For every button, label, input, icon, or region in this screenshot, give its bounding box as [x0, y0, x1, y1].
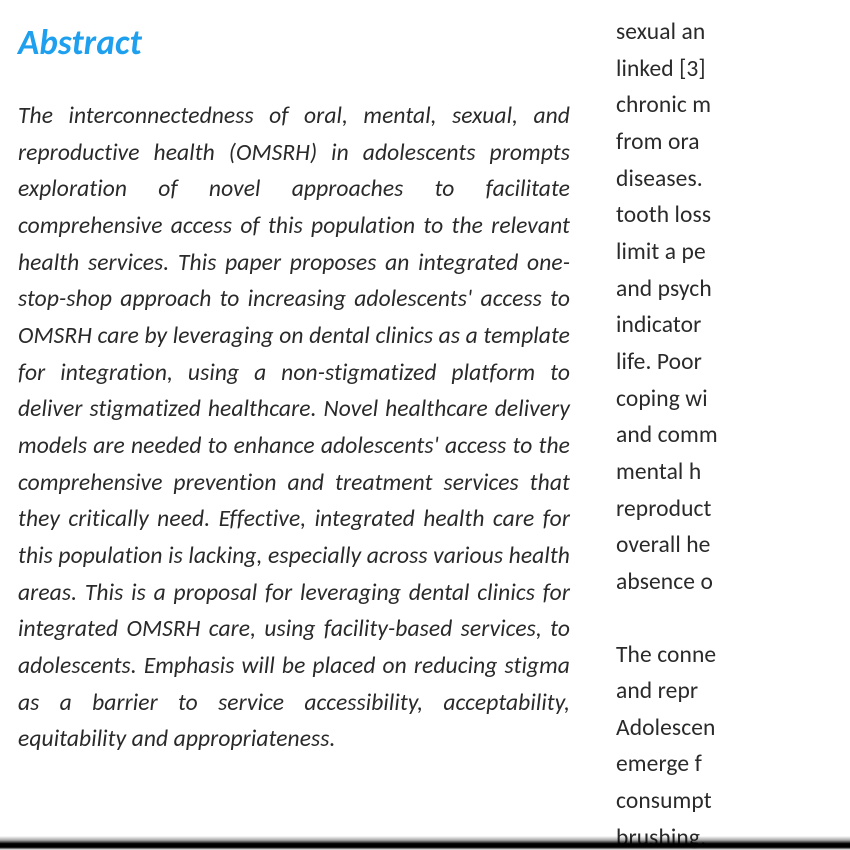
- right-paragraph-1: sexual anlinked [3]chronic mfrom oradise…: [616, 14, 850, 601]
- abstract-heading: Abstract: [18, 22, 570, 64]
- two-column-layout: Abstract The interconnectedness of oral,…: [18, 14, 850, 850]
- abstract-paragraph: The interconnectedness of oral, mental, …: [18, 98, 570, 758]
- page: Abstract The interconnectedness of oral,…: [0, 0, 850, 850]
- right-column: sexual anlinked [3]chronic mfrom oradise…: [616, 14, 850, 850]
- paragraph-gap: [616, 601, 850, 637]
- left-column: Abstract The interconnectedness of oral,…: [18, 14, 570, 850]
- right-paragraph-2: The conneand reprAdolescenemerge fconsum…: [616, 637, 850, 850]
- right-column-body: sexual anlinked [3]chronic mfrom oradise…: [616, 14, 850, 850]
- page-bottom-shadow: [0, 836, 850, 850]
